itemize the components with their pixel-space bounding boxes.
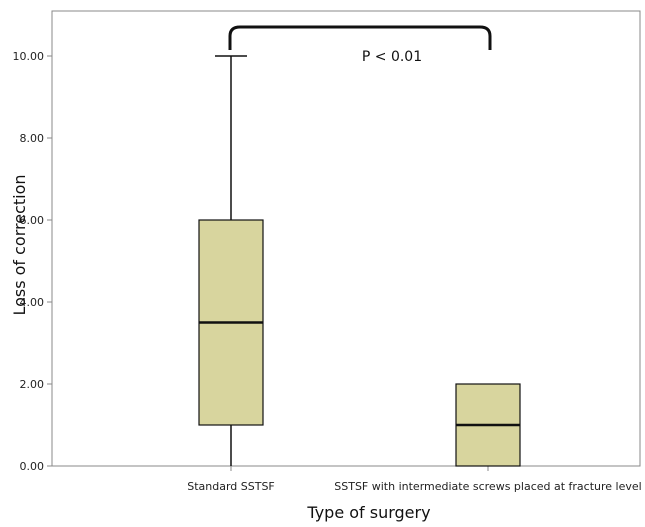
y-tick-label: 0.00 (20, 460, 45, 473)
plot-frame (51, 10, 641, 467)
y-tick-label: 8.00 (20, 132, 45, 145)
y-tick-label: 4.00 (20, 296, 45, 309)
x-axis: Standard SSTSF SSTSF with intermediate sc… (187, 466, 642, 493)
y-tick-label: 6.00 (20, 214, 45, 227)
y-tick-label: 10.00 (13, 50, 45, 63)
box-1 (198, 55, 264, 466)
y-axis: 0.00 2.00 4.00 6.00 8.00 10.00 (13, 50, 52, 473)
x-tick-label: Standard SSTSF (187, 480, 275, 493)
significance-annotation: P < 0.01 (228, 25, 492, 65)
significance-bracket (228, 25, 492, 50)
y-axis-title: Loss of correction (10, 174, 29, 315)
boxes (198, 55, 521, 467)
x-tick-label: SSTSF with intermediate screws placed at… (334, 480, 641, 493)
p-value-label: P < 0.01 (362, 49, 422, 65)
box-2 (455, 383, 521, 467)
y-tick-label: 2.00 (20, 378, 45, 391)
x-axis-title: Type of surgery (306, 503, 430, 522)
